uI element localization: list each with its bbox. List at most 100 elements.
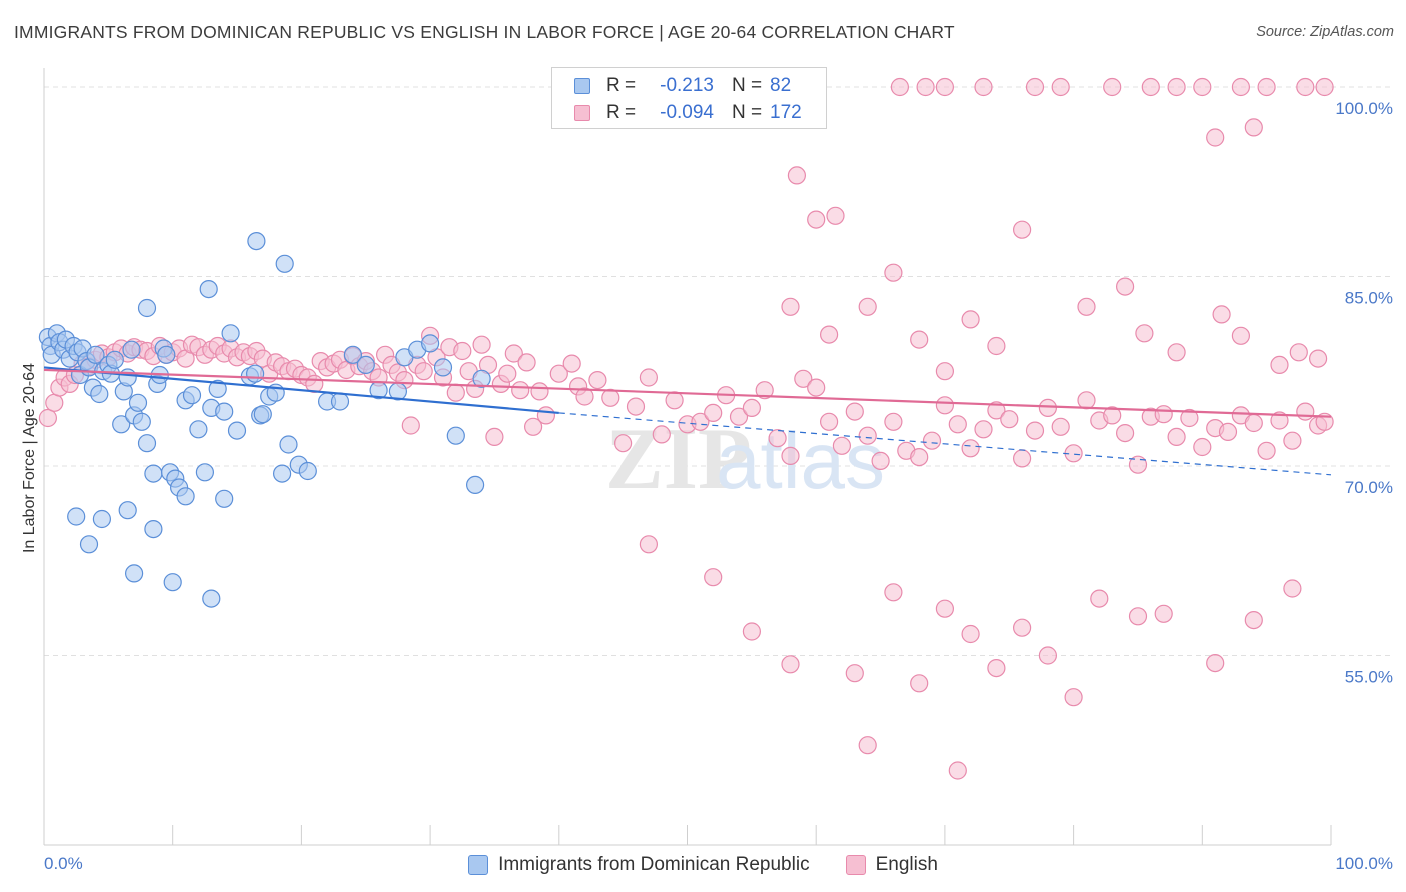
point-english (974, 420, 993, 439)
chart-title: IMMIGRANTS FROM DOMINICAN REPUBLIC VS EN… (14, 22, 955, 42)
point-english (446, 383, 465, 402)
point-english (742, 622, 762, 641)
point-english (781, 446, 800, 465)
point-english (826, 206, 845, 225)
legend-swatch-blue (468, 855, 489, 875)
point-english (498, 364, 517, 383)
point-immigrants (118, 501, 137, 520)
point-english (1212, 305, 1231, 324)
point-immigrants (202, 589, 221, 608)
point-english (485, 427, 504, 446)
point-immigrants (195, 463, 214, 482)
point-immigrants (112, 415, 131, 434)
legend-swatch-pink (845, 855, 866, 875)
point-immigrants (275, 254, 294, 273)
point-english (1244, 118, 1263, 137)
point-english (665, 391, 684, 410)
trend-line-immigrants-extension (558, 412, 1332, 476)
point-english (639, 368, 659, 387)
point-english (1000, 410, 1019, 429)
point-english (1128, 455, 1148, 474)
legend-n-label: N = (732, 75, 763, 96)
point-immigrants (421, 334, 440, 353)
grid-layer (44, 86, 1394, 656)
point-english (1012, 449, 1032, 468)
point-english (910, 330, 929, 349)
legend-swatch-blue (574, 78, 590, 94)
point-english (1135, 324, 1154, 343)
point-english (935, 599, 955, 618)
point-english (1077, 391, 1096, 410)
point-english (1270, 411, 1289, 430)
point-english (575, 387, 594, 406)
legend-n-value: 82 (770, 75, 792, 96)
point-immigrants (137, 298, 157, 318)
point-english (961, 310, 980, 329)
point-english (1077, 297, 1096, 316)
point-english (819, 412, 839, 431)
point-english (626, 397, 646, 416)
point-english (1244, 610, 1263, 630)
legend-n-value: 172 (770, 102, 802, 123)
point-english (517, 353, 536, 372)
point-immigrants (118, 368, 137, 387)
y-tick-label: 70.0% (1345, 478, 1393, 497)
bottom-legend-label: Immigrants from Dominican Republic (498, 854, 810, 875)
point-english (504, 344, 523, 363)
point-english (1167, 427, 1186, 446)
point-english (1270, 355, 1289, 374)
point-english (1257, 441, 1276, 460)
point-immigrants (79, 535, 99, 554)
point-english (794, 369, 813, 388)
point-english (652, 425, 671, 444)
stats-legend: R = -0.213 N = 82 R = -0.094 N = 172 (551, 67, 827, 129)
point-english (858, 426, 877, 445)
point-english (884, 412, 903, 431)
point-english (781, 655, 800, 674)
point-english (1167, 343, 1186, 362)
point-english (511, 381, 530, 400)
point-english (935, 77, 955, 97)
trend-line-english (43, 368, 1332, 418)
legend-row-immigrants: R = -0.213 N = 82 (574, 74, 791, 98)
bottom-legend: Immigrants from Dominican Republic Engli… (0, 852, 1406, 878)
point-english (807, 378, 826, 397)
point-english (588, 371, 607, 390)
point-english (987, 401, 1006, 420)
point-english (1193, 77, 1212, 97)
point-english (787, 166, 807, 185)
point-immigrants (144, 464, 163, 483)
point-english (1296, 402, 1315, 421)
point-english (1206, 653, 1225, 673)
point-english (884, 583, 903, 602)
point-english (1090, 589, 1109, 608)
point-immigrants (122, 340, 141, 359)
point-english (1103, 77, 1122, 97)
point-english (910, 674, 929, 693)
point-english (530, 382, 549, 401)
point-english (1283, 431, 1302, 450)
point-english (639, 535, 659, 554)
point-immigrants (253, 405, 272, 424)
point-english (38, 408, 58, 428)
point-english (536, 406, 556, 425)
trend-layer (43, 366, 1332, 476)
bottom-legend-immigrants[interactable]: Immigrants from Dominican Republic (468, 854, 810, 876)
y-tick-label: 85.0% (1345, 288, 1393, 307)
point-english (884, 263, 903, 282)
point-english (1296, 77, 1315, 97)
point-english (601, 388, 620, 407)
point-english (1231, 77, 1251, 97)
point-immigrants (125, 564, 144, 583)
point-immigrants (208, 379, 227, 398)
point-english (549, 364, 568, 383)
point-immigrants (132, 412, 151, 431)
legend-r-label: R = (606, 75, 637, 96)
point-immigrants (247, 232, 266, 251)
x-tick-label-max: 100.0% (1335, 854, 1393, 873)
y-tick-label: 100.0% (1335, 99, 1393, 118)
point-english (1025, 77, 1045, 97)
bottom-legend-english[interactable]: English (845, 854, 938, 876)
label-layer: 55.0% 70.0% 85.0% 100.0% 0.0% 100.0% (44, 99, 1393, 873)
point-immigrants (144, 519, 163, 539)
